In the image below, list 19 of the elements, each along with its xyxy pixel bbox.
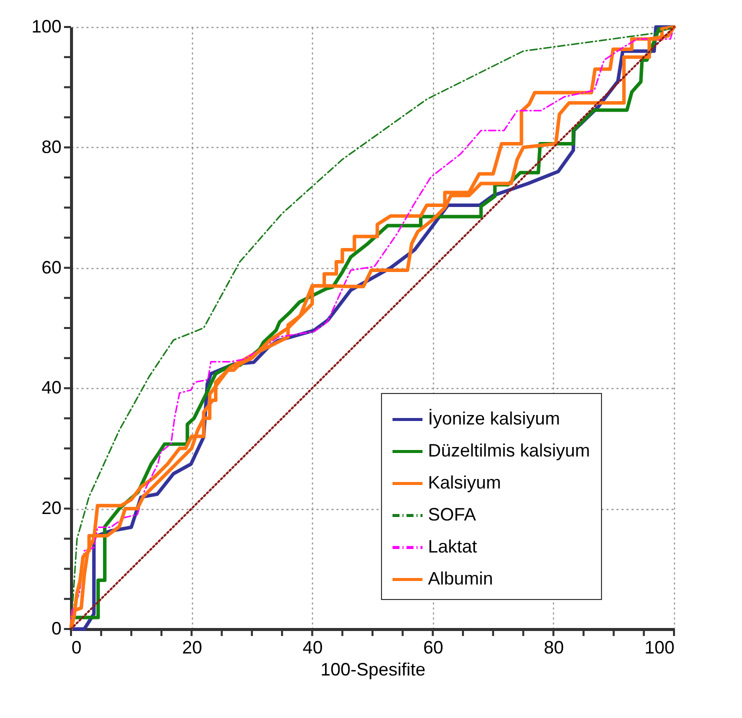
y-tick-label: 0	[51, 618, 62, 638]
legend-label: Kalsiyum	[428, 472, 502, 492]
y-tick-label: 40	[41, 378, 62, 398]
legend-label: İyonize kalsiyum	[428, 408, 560, 428]
x-tick-label: 40	[302, 638, 323, 658]
legend-label: Laktat	[428, 536, 478, 556]
x-tick-label: 20	[182, 638, 202, 658]
x-tick-label: 100	[644, 638, 674, 658]
y-tick-label: 80	[41, 136, 62, 157]
x-tick-label: 60	[423, 638, 444, 658]
x-tick-label: 0	[72, 638, 82, 658]
y-tick-label: 20	[41, 498, 62, 518]
y-tick-label: 60	[41, 257, 62, 278]
legend-label: SOFA	[428, 504, 476, 524]
y-tick-label: 100	[31, 16, 62, 36]
legend-label: Albumin	[428, 568, 494, 588]
x-tick-label: 80	[544, 638, 564, 658]
legend-label: Düzeltilmis kalsiyum	[428, 440, 590, 460]
x-axis-title: 100-Spesifite	[320, 660, 426, 680]
